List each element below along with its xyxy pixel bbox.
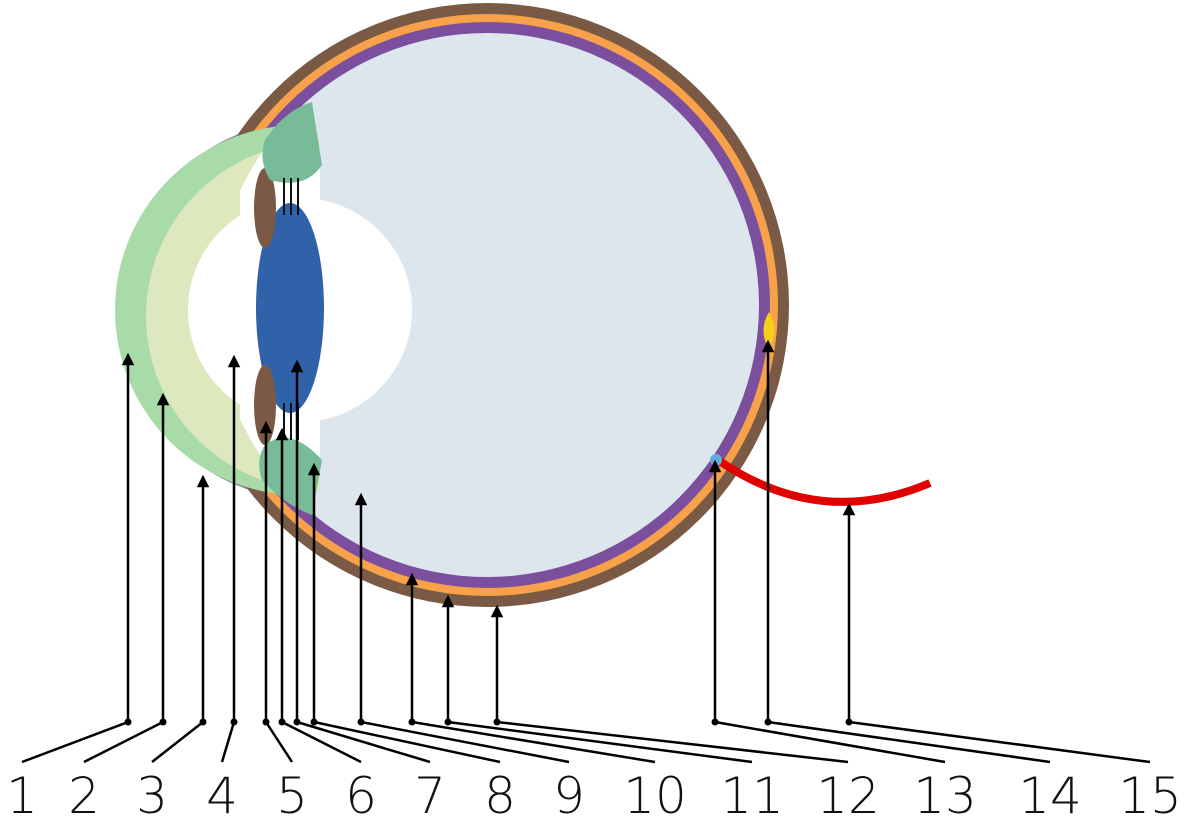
part-number: 2: [68, 767, 100, 819]
leader-dot: [764, 718, 772, 726]
leader-line: [447, 720, 753, 764]
leader-line: [767, 720, 1051, 764]
leader-line: [496, 720, 849, 764]
leader-line: [21, 720, 129, 764]
leader-dot: [845, 718, 853, 726]
optic-nerve: [715, 456, 932, 506]
part-number: 9: [553, 767, 585, 819]
leader-line: [411, 720, 656, 764]
leader-line: [360, 720, 570, 764]
leader-dot: [357, 718, 365, 726]
leader-dot: [310, 718, 318, 726]
ciliary-top: [262, 102, 322, 183]
part-number: 12: [816, 767, 880, 819]
leader-line: [714, 720, 946, 764]
leader-dot: [444, 718, 452, 726]
part-number: 4: [206, 767, 238, 819]
leader-line: [848, 720, 1151, 764]
leader-line: [151, 721, 204, 763]
leaders: [21, 339, 1151, 764]
leader-line: [313, 720, 501, 764]
leader-dot: [199, 718, 207, 726]
part-number: 3: [136, 767, 168, 819]
labels: 1 2 3 4 5 6 7 8 9 10 11 12 13 14 15: [6, 767, 1182, 823]
leader-line: [281, 720, 362, 764]
leader-dot: [230, 718, 238, 726]
leader-dot: [711, 718, 719, 726]
part-number: 7: [414, 767, 446, 819]
leader-line: [83, 720, 164, 764]
leader-dot: [408, 718, 416, 726]
vitreous: [215, 33, 759, 577]
leader-line: [220, 721, 236, 763]
leader-dot: [262, 718, 270, 726]
optic-disc: [710, 454, 722, 466]
part-number: 1: [6, 767, 38, 819]
leader-dot: [159, 718, 167, 726]
part-number: 13: [913, 767, 977, 819]
leader-dot: [278, 718, 286, 726]
part-number: 10: [623, 767, 687, 819]
part-number: 15: [1118, 767, 1182, 819]
leader-dot: [124, 718, 132, 726]
part-number: 6: [345, 767, 377, 819]
leader-dot: [493, 718, 501, 726]
part-number: 11: [720, 767, 784, 819]
leader-dot: [293, 718, 301, 726]
iris-top: [254, 168, 276, 248]
leader-line: [296, 720, 431, 764]
part-number: 14: [1018, 767, 1082, 819]
lens: [256, 203, 324, 413]
part-number: 5: [276, 767, 308, 819]
leader-line: [264, 721, 294, 763]
eye-drawing: [115, 3, 932, 607]
part-number: 8: [484, 767, 516, 819]
ciliary-bottom: [259, 437, 322, 515]
